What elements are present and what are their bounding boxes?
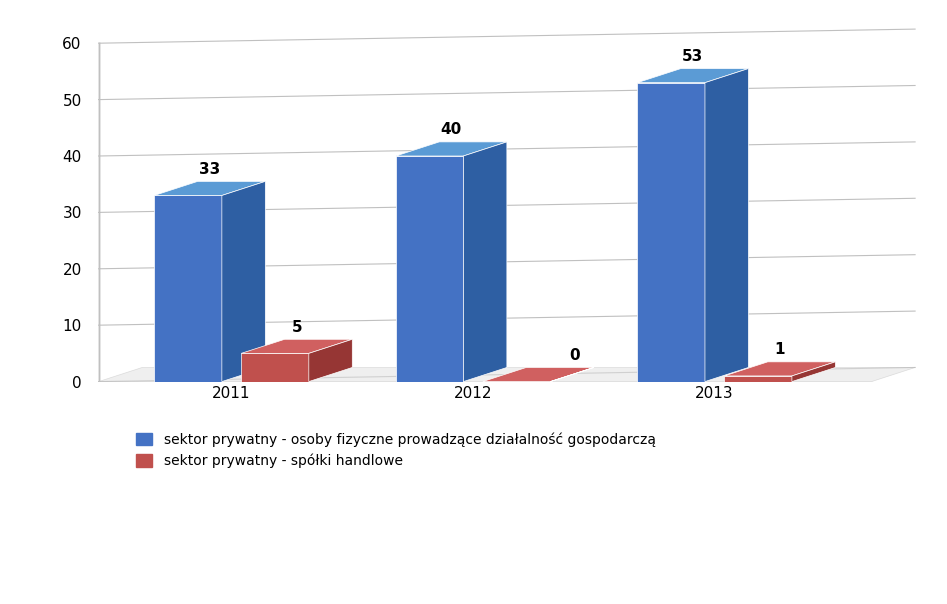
- Polygon shape: [637, 69, 748, 83]
- Polygon shape: [98, 367, 915, 382]
- Polygon shape: [637, 83, 705, 382]
- Polygon shape: [154, 181, 265, 196]
- Polygon shape: [550, 367, 594, 382]
- Text: 5: 5: [292, 320, 302, 335]
- Polygon shape: [724, 362, 835, 376]
- Polygon shape: [222, 181, 265, 382]
- Polygon shape: [396, 156, 463, 382]
- Polygon shape: [792, 362, 835, 382]
- Legend: sektor prywatny - osoby fizyczne prowadzące działalność gospodarczą, sektor pryw: sektor prywatny - osoby fizyczne prowadz…: [135, 432, 655, 469]
- Text: 1: 1: [775, 342, 785, 358]
- Polygon shape: [241, 339, 352, 353]
- Polygon shape: [724, 376, 792, 382]
- Polygon shape: [309, 339, 352, 382]
- Text: 40: 40: [440, 123, 462, 137]
- Polygon shape: [463, 142, 507, 382]
- Text: 53: 53: [682, 49, 704, 64]
- Polygon shape: [154, 196, 222, 382]
- Polygon shape: [241, 353, 309, 382]
- Polygon shape: [705, 69, 748, 382]
- Polygon shape: [396, 142, 507, 156]
- Text: 33: 33: [199, 162, 221, 177]
- Text: 0: 0: [569, 348, 580, 363]
- Polygon shape: [483, 367, 594, 382]
